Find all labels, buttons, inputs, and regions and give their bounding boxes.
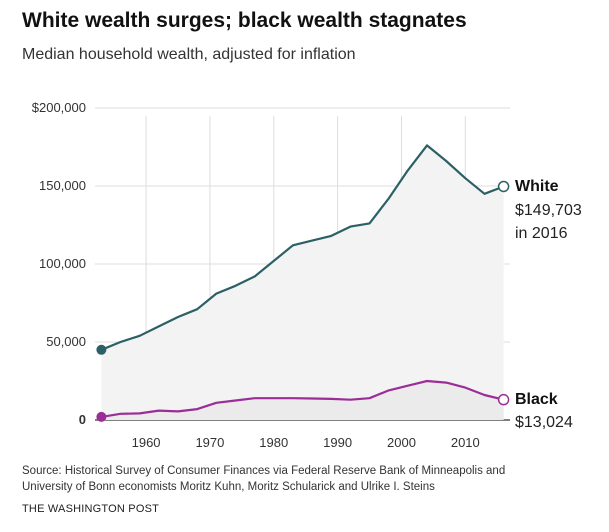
x-tick-label: 2000 bbox=[387, 435, 416, 450]
black-series-name-label: Black bbox=[515, 391, 558, 408]
y-tick-label: 0 bbox=[79, 412, 86, 427]
white-series-year-label: in 2016 bbox=[515, 225, 568, 242]
black-series-value-label: $13,024 bbox=[515, 414, 573, 431]
white-series-line bbox=[100, 144, 504, 351]
source-line-1: Source: Historical Survey of Consumer Fi… bbox=[22, 465, 506, 477]
white-series-end-point bbox=[497, 180, 510, 193]
source-line-2: University of Bonn economists Moritz Kuh… bbox=[22, 481, 435, 493]
black-series-line bbox=[101, 379, 504, 418]
source-note: Source: Historical Survey of Consumer Fi… bbox=[22, 463, 602, 495]
x-tick-label: 1980 bbox=[259, 435, 288, 450]
white-series-name-label: White bbox=[515, 178, 559, 195]
white-series-start-point bbox=[96, 344, 107, 355]
x-tick-label: 1970 bbox=[195, 435, 224, 450]
x-tick-label: 2010 bbox=[451, 435, 480, 450]
x-tick-label: 1960 bbox=[132, 435, 161, 450]
black-series-start-point bbox=[96, 411, 107, 422]
area-layer bbox=[101, 145, 504, 420]
white-series-area bbox=[101, 145, 504, 420]
black-series-end-point bbox=[497, 393, 510, 406]
y-tick-label: 50,000 bbox=[46, 334, 86, 349]
chart-title: White wealth surges; black wealth stagna… bbox=[22, 9, 467, 32]
chart-subtitle: Median household wealth, adjusted for in… bbox=[22, 46, 356, 63]
series-label-layer: White $149,703 in 2016 Black $13,024 bbox=[515, 178, 582, 431]
x-tick-label: 1990 bbox=[323, 435, 352, 450]
y-tick-label: $200,000 bbox=[32, 100, 86, 115]
publisher-credit: THE WASHINGTON POST bbox=[22, 503, 160, 515]
y-tick-label: 150,000 bbox=[39, 178, 86, 193]
line-layer bbox=[96, 144, 510, 422]
tick-layer: 0 50,000 100,000 150,000 $200,000 1960 1970 198… bbox=[32, 100, 480, 450]
white-series-value-label: $149,703 bbox=[515, 202, 582, 219]
line-chart: 0 50,000 100,000 150,000 $200,000 1960 1970 198… bbox=[32, 100, 582, 450]
y-tick-label: 100,000 bbox=[39, 256, 86, 271]
black-series-area bbox=[101, 381, 504, 420]
